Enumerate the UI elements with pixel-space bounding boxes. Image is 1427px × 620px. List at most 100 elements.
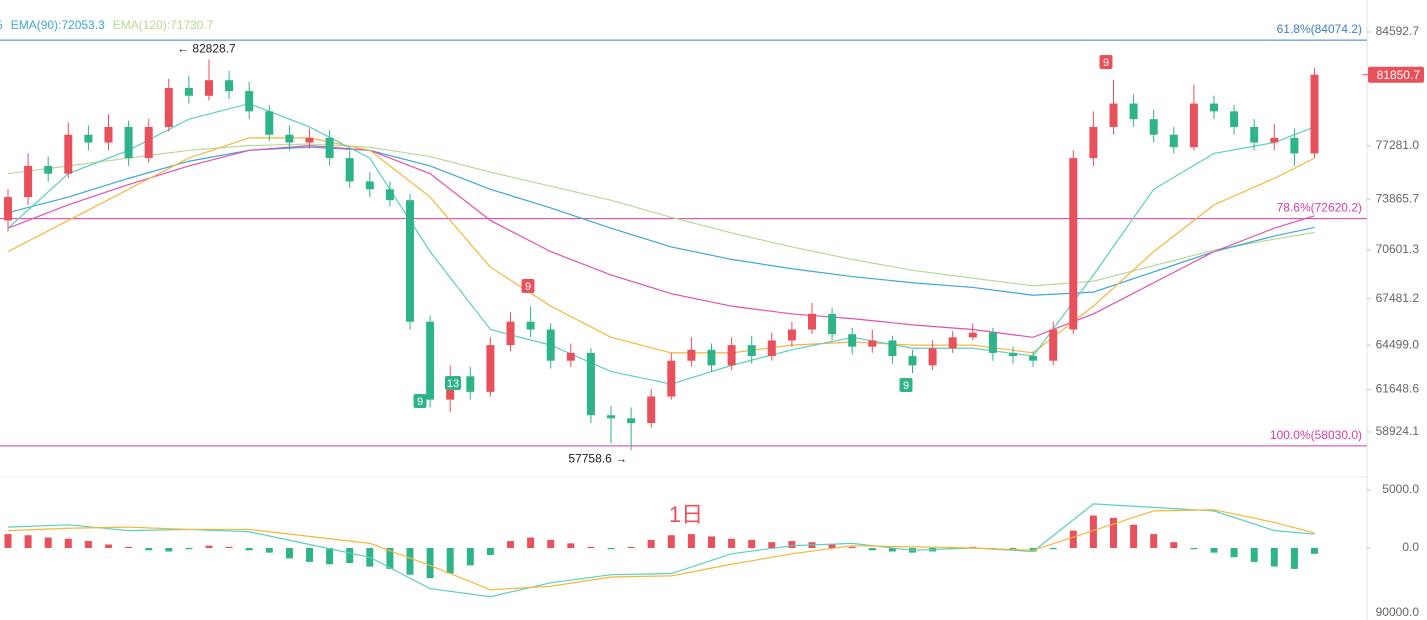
candle-body	[1210, 103, 1218, 112]
candle-body	[1009, 352, 1017, 357]
candle-body	[24, 165, 33, 198]
candle-body	[747, 345, 756, 357]
candle-body	[144, 126, 153, 159]
candle-body	[1109, 103, 1118, 127]
macd-bar	[888, 547, 896, 552]
macd-bar	[748, 539, 756, 548]
candle-body	[1129, 103, 1138, 120]
candle-body	[104, 126, 113, 143]
candle-body	[787, 329, 796, 341]
td-box	[899, 378, 913, 392]
candle-body	[1250, 126, 1259, 143]
macd-bar	[1190, 547, 1198, 550]
macd-bar	[828, 544, 836, 548]
fib-label: 100.0%(58030.0)	[1270, 428, 1362, 442]
candle-body	[1270, 137, 1279, 143]
candle-body	[848, 334, 857, 347]
macd-bar	[446, 547, 454, 574]
legend-entry: 5	[0, 18, 3, 32]
candle-body	[506, 321, 515, 346]
high-label: ← 82828.7	[177, 42, 236, 56]
candle-body	[486, 345, 495, 392]
candle-body	[1149, 119, 1158, 135]
candle-body	[988, 332, 997, 353]
candle-body	[888, 340, 897, 357]
macd-bar	[426, 547, 434, 579]
macd-bar	[1210, 547, 1218, 553]
fib-label: 61.8%(84074.2)	[1277, 22, 1362, 36]
candle-body	[64, 134, 73, 174]
candle-body	[265, 111, 274, 135]
td-label: 9	[525, 281, 531, 293]
macd-bar	[265, 547, 273, 553]
candle-body	[526, 321, 535, 330]
y-tick-label: 67481.2	[1376, 291, 1420, 305]
td-label: 9	[1103, 57, 1109, 69]
candle-body	[868, 340, 877, 347]
macd-y-tick-label: 0.0	[1402, 540, 1419, 554]
macd-bar	[486, 547, 494, 555]
candle-body	[84, 134, 93, 143]
macd-bar	[1049, 547, 1057, 550]
y-tick-label: 61648.6	[1376, 382, 1420, 396]
macd-bar	[868, 547, 876, 551]
macd-bar	[788, 541, 796, 548]
macd-bar	[125, 546, 133, 548]
macd-bar	[667, 535, 675, 548]
macd-bar	[567, 543, 575, 548]
macd-bar	[1069, 530, 1077, 548]
candle-body	[546, 329, 555, 361]
macd-bar	[306, 547, 313, 562]
macd-bar	[547, 539, 555, 548]
candle-body	[285, 134, 294, 143]
candle-body	[908, 356, 917, 366]
candle-body	[647, 396, 656, 424]
td-box	[413, 394, 427, 408]
candle-body	[466, 376, 475, 392]
y-tick-label: 70601.3	[1376, 242, 1420, 256]
macd-bar	[587, 546, 595, 548]
macd-bar	[64, 538, 72, 548]
td-label: 9	[903, 380, 909, 392]
candle-body	[767, 340, 776, 357]
low-label: 57758.6 →	[568, 451, 627, 465]
macd-bar	[527, 537, 535, 548]
td-box	[445, 376, 461, 390]
macd-bar	[466, 547, 474, 566]
candle-body	[345, 158, 354, 182]
candle-body	[4, 197, 12, 221]
macd-bar	[848, 546, 856, 548]
macd-bar	[386, 547, 394, 569]
candle-body	[225, 80, 234, 92]
candle-body	[566, 352, 575, 361]
ema-line	[7, 143, 1315, 287]
last-price-box	[1368, 66, 1424, 83]
macd-bar	[346, 547, 354, 564]
macd-line	[7, 503, 1315, 598]
candle-body	[426, 321, 435, 400]
candle-body	[968, 332, 977, 338]
macd-bar	[165, 547, 173, 552]
macd-bar	[1110, 517, 1117, 548]
macd-bar	[607, 547, 615, 550]
macd-y-tick-label: 5000.0	[1382, 482, 1419, 496]
ema-line	[7, 145, 1315, 338]
legend-entry: EMA(90):72053.3	[11, 18, 105, 32]
candle-body	[305, 137, 314, 143]
candle-body	[1290, 137, 1299, 154]
candle-body	[325, 137, 334, 159]
macd-bar	[24, 535, 32, 548]
macd-bar	[1130, 524, 1138, 548]
y-tick-label: 64499.0	[1376, 337, 1420, 351]
candle-body	[1069, 158, 1078, 330]
candle-body	[164, 87, 173, 127]
macd-bar	[1311, 547, 1318, 554]
candle-body	[184, 87, 193, 96]
macd-bar	[1150, 534, 1158, 548]
macd-bar	[708, 536, 715, 548]
td-box	[1099, 55, 1113, 69]
candle-body	[205, 80, 213, 96]
macd-bar	[105, 544, 112, 548]
